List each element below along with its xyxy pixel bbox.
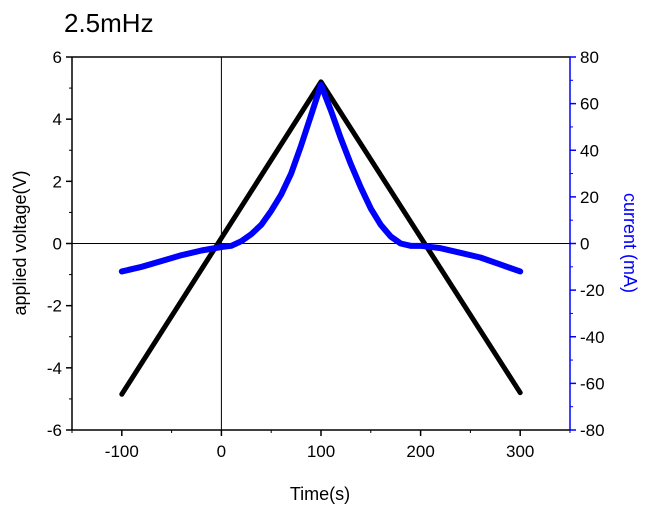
- y-right-tick-label: -80: [580, 421, 605, 440]
- y-left-tick-label: 0: [53, 235, 62, 254]
- x-tick-label: 300: [506, 442, 534, 461]
- chart-title: 2.5mHz: [64, 8, 154, 38]
- y-axis-right-label: current (mA): [620, 193, 640, 293]
- x-tick-label: 200: [406, 442, 434, 461]
- y-left-tick-label: -4: [47, 359, 62, 378]
- x-tick-label: 100: [307, 442, 335, 461]
- current-series-line: [118, 81, 524, 275]
- y-right-tick-label: -60: [580, 374, 605, 393]
- y-left-tick-label: 6: [53, 48, 62, 67]
- y-right-tick-label: 80: [580, 48, 599, 67]
- x-axis-label: Time(s): [290, 484, 350, 504]
- voltage-series-line: [119, 79, 523, 397]
- x-tick-label: -100: [105, 442, 139, 461]
- x-tick-label: 0: [217, 442, 226, 461]
- y-left-tick-label: -2: [47, 297, 62, 316]
- y-right-tick-label: 60: [580, 95, 599, 114]
- y-right-tick-label: 40: [580, 141, 599, 160]
- y-right-tick-label: 20: [580, 188, 599, 207]
- y-axis-left-label: applied voltage(V): [10, 170, 30, 315]
- y-left-tick-label: 4: [53, 110, 62, 129]
- y-right-tick-label: 0: [580, 235, 589, 254]
- y-left-tick-label: -6: [47, 421, 62, 440]
- y-right-tick-label: -20: [580, 281, 605, 300]
- y-left-tick-label: 2: [53, 172, 62, 191]
- y-right-tick-label: -40: [580, 328, 605, 347]
